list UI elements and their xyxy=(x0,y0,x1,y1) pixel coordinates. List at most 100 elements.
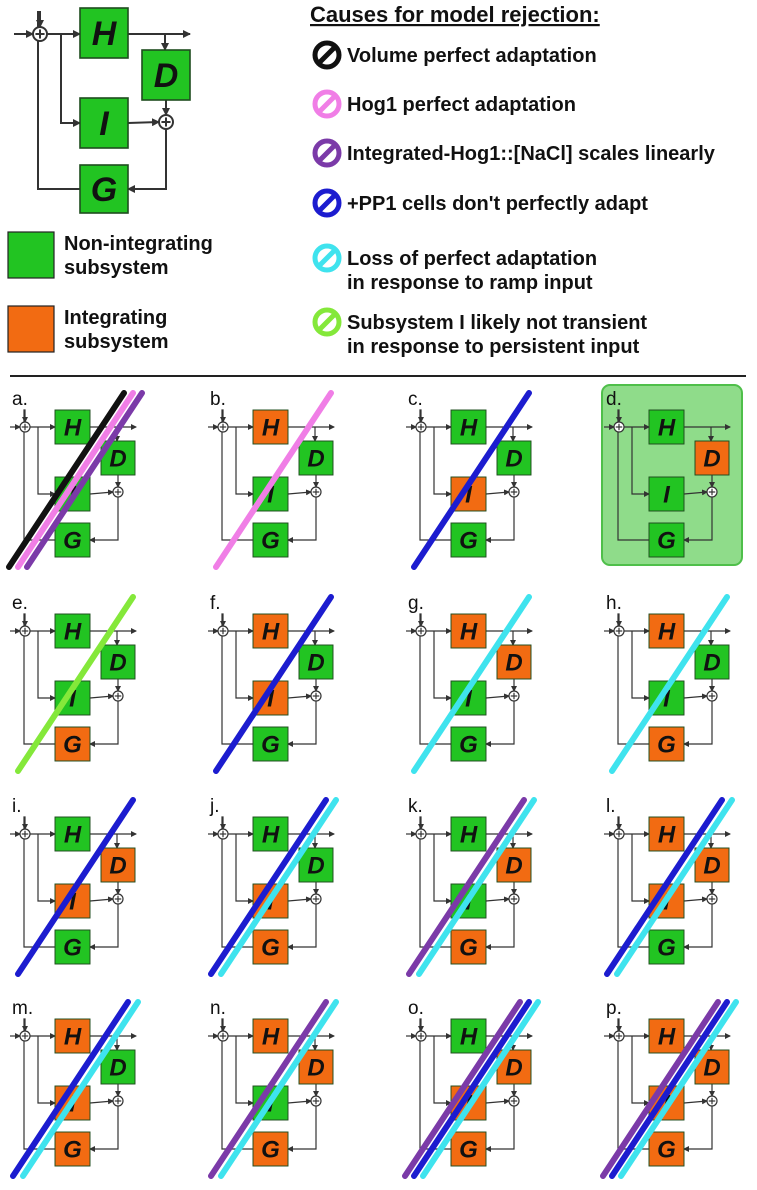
block-g-label: G xyxy=(63,528,82,555)
rejection-strike-line xyxy=(15,797,136,977)
block-h: H xyxy=(54,613,91,649)
block-g: G xyxy=(450,1131,487,1167)
model-panel: e. HD IG xyxy=(10,593,137,774)
summing-junction xyxy=(310,893,322,905)
sum-to-g-arrow xyxy=(683,904,713,950)
rejection-strike-line xyxy=(411,390,532,570)
summing-junction xyxy=(19,421,31,433)
legend-label: subsystem xyxy=(64,331,169,353)
block-d-label: D xyxy=(109,853,126,880)
block-d: D xyxy=(694,644,730,680)
block-d-label: D xyxy=(307,853,324,880)
block-h: H xyxy=(252,816,289,852)
block-d-label: D xyxy=(505,650,522,677)
block-i-label: I xyxy=(663,482,671,509)
summing-junction xyxy=(217,421,229,433)
block-d: D xyxy=(100,1049,136,1085)
block-d: D xyxy=(100,644,136,680)
summing-junction xyxy=(706,1095,718,1107)
sum-to-g-arrow xyxy=(683,701,713,747)
block-h-label: H xyxy=(658,1024,676,1051)
block-g: G xyxy=(648,929,685,965)
block-g: G xyxy=(450,929,487,965)
i-to-sum-arrow xyxy=(683,1098,708,1105)
summing-junction xyxy=(613,828,625,840)
block-h: H xyxy=(79,7,129,59)
model-panel: c. HD IG xyxy=(406,389,533,570)
model-panels-grid: a.HDIGb.HDIGc.HDIGd.HDIGe.HDIGf.HDIGg.HD… xyxy=(6,384,743,1179)
block-g-label: G xyxy=(261,732,280,759)
summing-junction xyxy=(310,690,322,702)
block-h-label: H xyxy=(262,415,280,442)
key-block-diagram: HD IG xyxy=(14,7,191,214)
block-h-label: H xyxy=(64,1024,82,1051)
i-to-sum-arrow xyxy=(287,896,312,903)
block-i-label: I xyxy=(267,686,275,713)
model-panel: f. HD IG xyxy=(208,593,335,774)
block-d: D xyxy=(694,847,730,883)
block-d: D xyxy=(100,847,136,883)
summing-junction xyxy=(19,1030,31,1042)
block-i-label: I xyxy=(267,482,275,509)
rejection-strike-line xyxy=(402,999,523,1179)
block-d-label: D xyxy=(154,57,179,95)
block-h: H xyxy=(648,613,685,649)
panel-label: g. xyxy=(408,593,424,614)
rejection-strike-line xyxy=(24,390,145,570)
block-g-label: G xyxy=(63,935,82,962)
rejection-strike-line xyxy=(218,797,339,977)
rejection-strike-line xyxy=(6,390,127,570)
sum-to-g-arrow xyxy=(287,701,317,747)
i-to-sum-arrow xyxy=(485,1098,510,1105)
summing-junction xyxy=(112,893,124,905)
block-h: H xyxy=(54,816,91,852)
block-d-label: D xyxy=(703,1055,720,1082)
cause-label: +PP1 cells don't perfectly adapt xyxy=(347,193,648,215)
rejection-strike-line xyxy=(420,999,541,1179)
block-d-label: D xyxy=(505,1055,522,1082)
block-g: G xyxy=(252,726,289,762)
block-i: I xyxy=(648,476,685,512)
summing-junction xyxy=(415,1030,427,1042)
block-h: H xyxy=(252,1018,289,1054)
i-to-sum-arrow xyxy=(287,1098,312,1105)
block-h-label: H xyxy=(262,822,280,849)
block-i: I xyxy=(79,97,129,149)
block-g: G xyxy=(54,726,91,762)
rejection-strike-line xyxy=(213,390,334,570)
i-to-sum-arrow xyxy=(683,489,708,496)
to-i-arrow xyxy=(631,631,650,701)
panel-label: j. xyxy=(209,796,220,817)
block-d: D xyxy=(298,440,334,476)
rejection-strike-line xyxy=(10,999,131,1179)
rejection-strike-line xyxy=(213,594,334,774)
summing-junction xyxy=(217,625,229,637)
block-g: G xyxy=(252,522,289,558)
block-d-label: D xyxy=(703,446,720,473)
model-panel: i. HD IG xyxy=(10,796,137,977)
summing-junction xyxy=(706,486,718,498)
cause-label: Loss of perfect adaptation xyxy=(347,248,597,270)
summing-junction xyxy=(112,1095,124,1107)
block-g-label: G xyxy=(657,528,676,555)
cause-item: Hog1 perfect adaptation xyxy=(312,89,576,119)
block-g-label: G xyxy=(261,935,280,962)
block-h: H xyxy=(54,409,91,445)
block-d: D xyxy=(694,440,730,476)
summing-junction xyxy=(415,828,427,840)
block-h-label: H xyxy=(262,619,280,646)
panel-label: l. xyxy=(606,796,616,817)
block-g: G xyxy=(648,522,685,558)
to-i-arrow xyxy=(631,834,650,904)
block-g-label: G xyxy=(459,935,478,962)
panel-label: f. xyxy=(210,593,221,614)
rejection-strike-line xyxy=(618,999,739,1179)
